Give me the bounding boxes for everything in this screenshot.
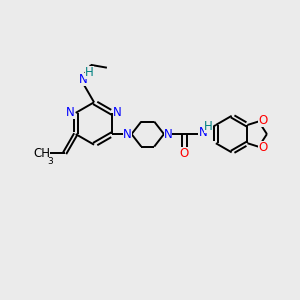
Text: N: N (198, 126, 207, 139)
Text: O: O (179, 147, 189, 160)
Text: H: H (204, 120, 213, 133)
Text: N: N (164, 128, 172, 141)
Text: O: O (259, 114, 268, 127)
Text: N: N (113, 106, 122, 119)
Text: 3: 3 (47, 157, 53, 166)
Text: N: N (66, 106, 75, 119)
Text: H: H (85, 66, 94, 80)
Text: N: N (79, 73, 88, 86)
Text: O: O (259, 141, 268, 154)
Text: CH: CH (34, 147, 50, 160)
Text: N: N (123, 128, 132, 141)
